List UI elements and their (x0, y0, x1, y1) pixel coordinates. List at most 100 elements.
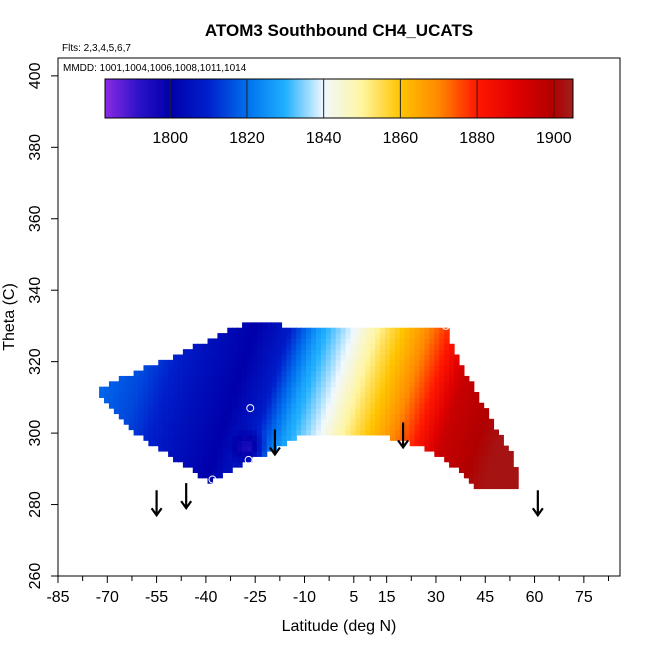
heatmap-cell (148, 418, 154, 425)
heatmap-cell (266, 386, 273, 393)
heatmap-cell (325, 338, 332, 345)
colorbar-segment (121, 79, 125, 118)
colorbar-segment (161, 79, 164, 118)
heatmap-cell (187, 461, 194, 468)
heatmap-cell (286, 418, 292, 425)
colorbar-segment (348, 79, 352, 118)
heatmap-cell (365, 327, 371, 334)
heatmap-cell (251, 450, 258, 457)
heatmap-cell (286, 408, 292, 415)
heatmap-cell (197, 461, 204, 468)
heatmap-cell (439, 338, 445, 345)
heatmap-cell (202, 354, 209, 361)
x-tick-label: 30 (427, 589, 445, 606)
heatmap-cell (271, 408, 278, 415)
heatmap-cell (158, 413, 164, 420)
heatmap-cell (232, 354, 238, 361)
heatmap-cell (138, 424, 145, 431)
heatmap-cell (202, 359, 209, 366)
heatmap-cell (187, 397, 194, 404)
heatmap-cell (173, 429, 179, 436)
heatmap-cell (394, 392, 401, 398)
heatmap-cell (473, 392, 480, 398)
heatmap-cell (468, 402, 475, 409)
colorbar-segment (563, 79, 567, 118)
heatmap-cell (306, 392, 312, 398)
colorbar-segment (308, 79, 312, 118)
heatmap-cell (256, 365, 263, 372)
heatmap-cell (217, 408, 223, 415)
colorbar-segment (189, 79, 193, 118)
heatmap-cell (237, 413, 243, 420)
heatmap-cell (503, 461, 509, 468)
heatmap-cell (143, 408, 149, 415)
colorbar-segment (493, 79, 497, 118)
heatmap-cell (468, 418, 475, 425)
colorbar-segment (154, 79, 157, 118)
heatmap-cell (315, 370, 322, 377)
heatmap-cell (478, 413, 485, 420)
heatmap-cell (271, 402, 278, 409)
heatmap-cell (153, 429, 159, 436)
heatmap-cell (207, 440, 214, 447)
heatmap-cell (291, 381, 297, 388)
colorbar-segment (568, 79, 572, 118)
heatmap-cell (128, 424, 135, 431)
heatmap-cell (281, 440, 288, 447)
heatmap-cell (493, 450, 499, 457)
heatmap-cell (163, 397, 169, 404)
heatmap-cell (360, 381, 366, 388)
heatmap-cell (355, 402, 361, 409)
heatmap-cell (424, 370, 430, 377)
heatmap-cell (212, 397, 218, 404)
heatmap-cell (256, 338, 263, 345)
heatmap-cell (439, 413, 445, 420)
colorbar-segment (259, 79, 263, 118)
heatmap-cell (473, 450, 480, 457)
heatmap-cell (503, 483, 509, 490)
colorbar-segment (402, 79, 406, 118)
heatmap-cell (202, 440, 209, 447)
y-tick-label: 400 (27, 62, 44, 89)
colorbar-segment (540, 79, 544, 118)
heatmap-cell (173, 434, 179, 441)
heatmap-cell (315, 408, 322, 415)
heatmap-cell (266, 402, 273, 409)
heatmap-cell (320, 381, 327, 388)
heatmap-cell (281, 338, 288, 345)
heatmap-cell (454, 354, 460, 361)
heatmap-cell (202, 413, 209, 420)
heatmap-cell (306, 333, 312, 340)
colorbar-segment (484, 79, 487, 118)
heatmap-cell (429, 408, 435, 415)
flight-marker (441, 321, 450, 330)
heatmap-cell (419, 333, 426, 340)
heatmap-cell (394, 338, 401, 345)
heatmap-cell (237, 381, 243, 388)
colorbar-segment (105, 79, 108, 118)
heatmap-cell (424, 354, 430, 361)
colorbar-segment (289, 79, 293, 118)
heatmap-cell (153, 440, 159, 447)
colorbar-segment (229, 79, 232, 118)
heatmap-cell (394, 381, 401, 388)
heatmap-cell (173, 375, 179, 382)
heatmap-cell (143, 429, 149, 436)
heatmap-cell (222, 381, 228, 388)
heatmap-cell (399, 408, 406, 415)
heatmap-cell (222, 333, 228, 340)
heatmap-cell (192, 440, 199, 447)
colorbar-segment (360, 79, 363, 118)
heatmap-cell (414, 397, 421, 404)
heatmap-cell (463, 381, 470, 388)
heatmap-cell (261, 370, 268, 377)
heatmap-cell (335, 408, 342, 415)
heatmap-cell (266, 424, 273, 431)
heatmap-cell (246, 445, 253, 452)
heatmap-cell (276, 392, 283, 398)
heatmap-cell (251, 349, 258, 356)
heatmap-cell (182, 424, 189, 431)
heatmap-cell (271, 386, 278, 393)
heatmap-cell (360, 365, 366, 372)
heatmap-cell (192, 370, 199, 377)
